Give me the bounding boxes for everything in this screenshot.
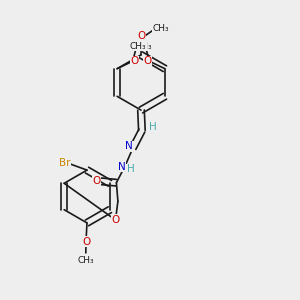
Text: O: O xyxy=(82,237,90,247)
Text: CH₃: CH₃ xyxy=(136,42,152,51)
Text: O: O xyxy=(144,56,152,66)
Text: H: H xyxy=(149,122,157,133)
Text: H: H xyxy=(127,164,135,174)
Text: N: N xyxy=(125,141,133,152)
Text: N: N xyxy=(118,161,126,172)
Text: O: O xyxy=(130,56,138,66)
Text: CH₃: CH₃ xyxy=(130,42,146,51)
Text: O: O xyxy=(92,176,100,186)
Text: Br: Br xyxy=(59,158,71,168)
Text: O: O xyxy=(137,31,146,41)
Text: CH₃: CH₃ xyxy=(153,24,169,33)
Text: O: O xyxy=(111,215,120,225)
Text: CH₃: CH₃ xyxy=(77,256,94,265)
